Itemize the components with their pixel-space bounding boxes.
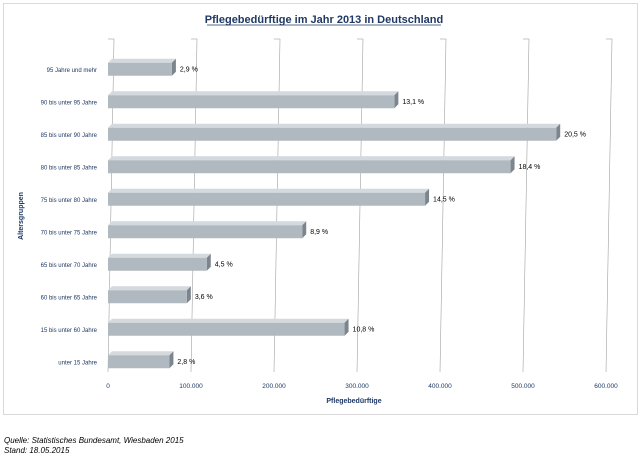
- bar-side: [425, 188, 430, 206]
- bar-side: [510, 156, 515, 174]
- category-label: 75 bis unter 80 Jahre: [41, 198, 98, 204]
- bar: [108, 192, 426, 206]
- bar-side: [169, 351, 174, 369]
- bar-top: [108, 58, 176, 63]
- bar-top: [108, 91, 399, 96]
- data-label: 8,9 %: [310, 229, 328, 236]
- data-label: 2,9 %: [180, 66, 198, 73]
- data-label: 18,4 %: [519, 164, 541, 171]
- bar-side: [186, 286, 191, 304]
- data-label: 4,5 %: [215, 261, 233, 268]
- data-label: 3,6 %: [195, 294, 213, 301]
- data-label: 2,8 %: [177, 359, 195, 366]
- x-tick-labels: 0 100.000 200.000 300.000 400.000 500.000 600.…: [106, 383, 618, 390]
- category-label: 65 bis unter 70 Jahre: [41, 263, 98, 269]
- value-labels: 2,9 % 13,1 % 20,5 % 18,4 % 14,5 % 8,9 % 4,5 % 3…: [177, 66, 586, 366]
- gridline: [522, 38, 530, 373]
- chart-frame: Pflegebedürftige im Jahr 2013 in Deutsch…: [3, 3, 638, 415]
- category-label: 85 bis unter 90 Jahre: [41, 133, 98, 139]
- x-tick-label: 300.000: [345, 383, 369, 390]
- bar: [108, 225, 303, 239]
- gridline: [605, 38, 613, 373]
- bar-side: [302, 221, 307, 239]
- bar: [108, 290, 187, 304]
- data-label: 13,1 %: [402, 99, 424, 106]
- bar-side: [171, 58, 176, 76]
- bar: [108, 62, 172, 76]
- bars: [108, 58, 561, 369]
- date-note: Stand: 18.05.2015: [4, 446, 70, 455]
- data-label: 20,5 %: [564, 131, 586, 138]
- bar-top: [108, 253, 211, 258]
- category-label: 95 Jahre und mehr: [47, 68, 97, 74]
- gridline: [439, 38, 447, 373]
- category-label: 80 bis unter 85 Jahre: [41, 165, 98, 171]
- category-label: unter 15 Jahre: [58, 360, 97, 366]
- category-labels: 95 Jahre und mehr 90 bis unter 95 Jahre 85…: [41, 68, 98, 367]
- bar: [108, 257, 207, 271]
- category-label: 90 bis unter 95 Jahre: [41, 100, 98, 106]
- bar: [108, 95, 395, 109]
- bar-top: [108, 123, 561, 128]
- bar-top: [108, 156, 515, 161]
- bar-side: [344, 318, 349, 336]
- x-tick-label: 0: [106, 383, 110, 390]
- bar: [108, 355, 170, 369]
- y-axis-label: Altersgruppen: [18, 192, 25, 240]
- bar-top: [108, 318, 349, 323]
- data-label: 14,5 %: [433, 196, 455, 203]
- bar-side: [206, 253, 211, 271]
- bar-chart: Pflegebedürftige im Jahr 2013 in Deutsch…: [18, 14, 618, 405]
- bar-top: [108, 221, 307, 226]
- source-note: Quelle: Statistisches Bundesamt, Wiesbad…: [4, 436, 184, 445]
- bar: [108, 322, 345, 336]
- x-tick-label: 400.000: [428, 383, 452, 390]
- bar-top: [108, 351, 174, 356]
- bar-top: [108, 286, 191, 291]
- x-axis-label: Pflegebedürftige: [326, 398, 381, 405]
- bar: [108, 160, 511, 174]
- x-tick-label: 500.000: [511, 383, 535, 390]
- bar: [108, 127, 557, 141]
- x-tick-label: 200.000: [262, 383, 286, 390]
- bar-side: [394, 91, 399, 109]
- bar-side: [556, 123, 561, 141]
- category-label: 15 bis unter 60 Jahre: [41, 328, 98, 334]
- category-label: 60 bis unter 65 Jahre: [41, 295, 98, 301]
- x-tick-label: 100.000: [179, 383, 203, 390]
- chart-title: Pflegebedürftige im Jahr 2013 in Deutsch…: [205, 14, 443, 26]
- data-label: 10,8 %: [353, 326, 375, 333]
- x-tick-label: 600.000: [594, 383, 618, 390]
- bar-top: [108, 188, 430, 193]
- category-label: 70 bis unter 75 Jahre: [41, 230, 98, 236]
